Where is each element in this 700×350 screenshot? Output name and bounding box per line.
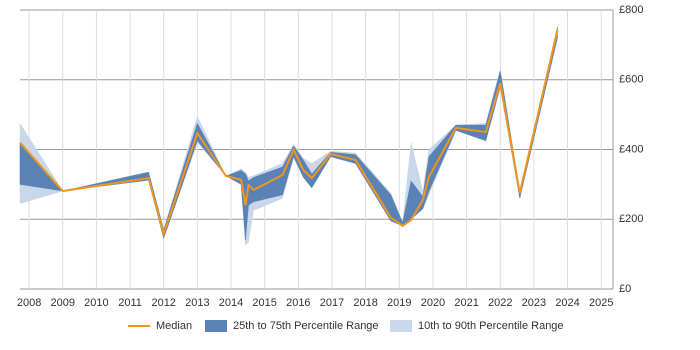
legend-swatch — [205, 320, 227, 332]
y-tick-label: £0 — [619, 283, 631, 295]
x-tick-label: 2011 — [118, 297, 142, 309]
x-tick-label: 2017 — [320, 297, 344, 309]
x-tick-label: 2018 — [353, 297, 377, 309]
x-tick-label: 2012 — [151, 297, 175, 309]
x-tick-label: 2022 — [488, 297, 512, 309]
x-tick-label: 2013 — [185, 297, 209, 309]
y-tick-label: £200 — [619, 213, 643, 225]
y-tick-label: £600 — [619, 74, 643, 86]
median-line — [19, 29, 559, 238]
x-tick-label: 2020 — [421, 297, 445, 309]
y-tick-label: £800 — [619, 4, 643, 16]
x-tick-label: 2010 — [84, 297, 108, 309]
x-tick-label: 2023 — [522, 297, 546, 309]
x-tick-label: 2009 — [50, 297, 74, 309]
legend-label: 10th to 90th Percentile Range — [418, 320, 564, 332]
x-tick-label: 2025 — [589, 297, 613, 309]
x-tick-label: 2016 — [286, 297, 310, 309]
percentile-band — [19, 27, 558, 241]
x-tick-label: 2021 — [454, 297, 478, 309]
x-tick-label: 2015 — [252, 297, 276, 309]
legend-label: 25th to 75th Percentile Range — [233, 320, 379, 332]
y-tick-label: £400 — [619, 143, 643, 155]
x-tick-label: 2019 — [387, 297, 411, 309]
x-tick-label: 2024 — [555, 297, 579, 309]
x-tick-label: 2008 — [17, 297, 41, 309]
legend-label: Median — [156, 320, 192, 332]
x-tick-label: 2014 — [219, 297, 243, 309]
legend-swatch — [390, 320, 412, 332]
